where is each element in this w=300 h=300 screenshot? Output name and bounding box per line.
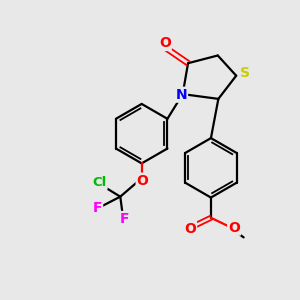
Text: F: F — [93, 201, 102, 215]
Text: O: O — [184, 222, 196, 236]
Text: O: O — [159, 36, 171, 50]
Text: O: O — [228, 220, 240, 235]
Text: O: O — [136, 174, 148, 188]
Text: Cl: Cl — [92, 176, 106, 189]
Text: F: F — [119, 212, 129, 226]
Text: N: N — [176, 88, 187, 102]
Text: S: S — [240, 66, 250, 80]
